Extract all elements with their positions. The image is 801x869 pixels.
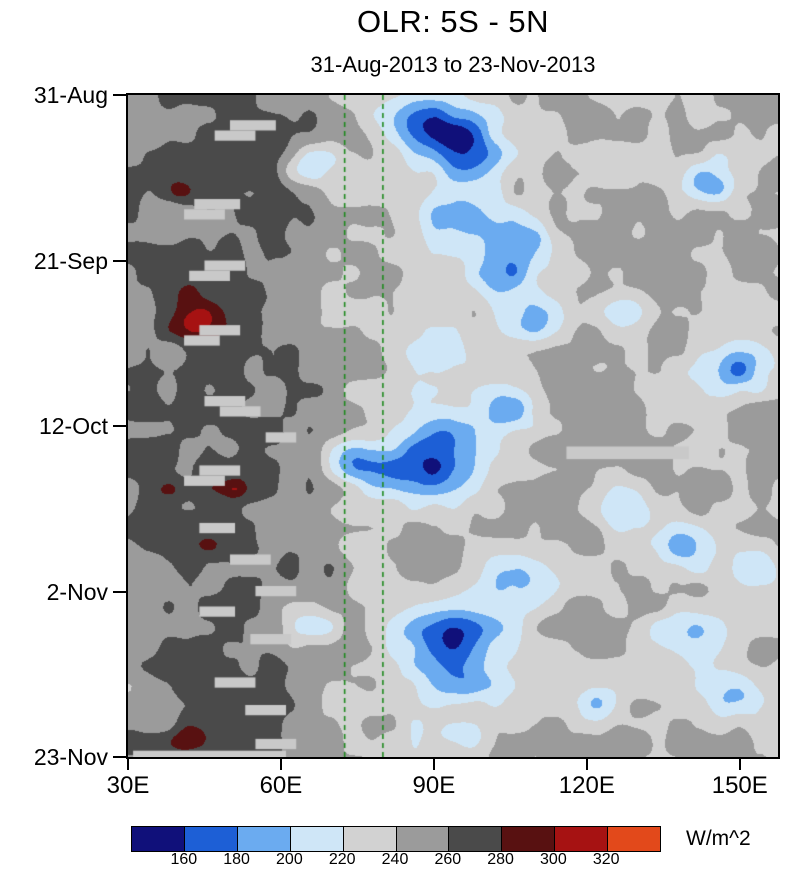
colorbar-box — [132, 827, 185, 851]
colorbar-box — [449, 827, 503, 851]
x-axis-label: 60E — [259, 772, 303, 799]
x-axis-label: 120E — [558, 772, 615, 799]
colorbar-box — [555, 827, 609, 851]
colorbar-box — [502, 827, 556, 851]
x-axis-tick — [279, 759, 282, 770]
colorbar-box — [608, 827, 661, 851]
colorbar-box — [184, 827, 238, 851]
y-axis-tick — [113, 259, 126, 262]
y-axis-tick — [113, 425, 126, 427]
y-axis-tick — [113, 94, 126, 96]
colorbar-units-label: W/m^2 — [686, 827, 751, 850]
colorbar-tick-label: 200 — [276, 851, 303, 868]
x-axis-label: 30E — [106, 772, 150, 799]
x-axis-tick — [585, 759, 588, 770]
x-axis-label: 150E — [711, 772, 768, 799]
chart-title: OLR: 5S - 5N — [356, 4, 550, 39]
colorbar — [131, 826, 661, 852]
x-axis-tick — [432, 759, 435, 770]
colorbar-tick-label: 180 — [223, 851, 250, 868]
y-axis-tick — [113, 590, 126, 593]
colorbar-tick-label: 280 — [487, 851, 514, 868]
plot-frame — [126, 93, 780, 759]
colorbar-box — [290, 827, 344, 851]
hovmoller-field-canvas — [128, 95, 778, 757]
colorbar-tick-label: 320 — [592, 851, 620, 868]
y-axis-label: 12-Oct — [38, 413, 108, 439]
colorbar-box — [343, 827, 397, 851]
colorbar-tick-label: 300 — [540, 851, 567, 868]
colorbar-box — [396, 827, 450, 851]
colorbar-tick-label: 220 — [328, 851, 356, 868]
y-axis-label: 23-Nov — [33, 744, 108, 770]
y-axis-label: 2-Nov — [46, 578, 108, 605]
x-axis-tick — [127, 759, 129, 770]
colorbar-tick-label: 160 — [170, 851, 198, 868]
y-axis-tick — [113, 756, 126, 758]
x-axis-label: 90E — [412, 772, 456, 799]
y-axis-label: 21-Sep — [33, 247, 108, 274]
y-axis-label: 31-Aug — [33, 82, 108, 108]
x-axis-tick — [738, 759, 741, 770]
chart-subtitle: 31-Aug-2013 to 23-Nov-2013 — [310, 52, 596, 77]
colorbar-tick-label: 240 — [381, 851, 409, 868]
colorbar-box — [237, 827, 291, 851]
colorbar-tick-label: 260 — [434, 851, 462, 868]
